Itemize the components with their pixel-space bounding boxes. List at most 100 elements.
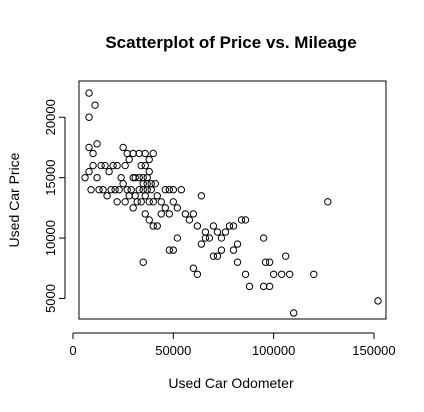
chart-title: Scatterplot of Price vs. Mileage [105,33,356,52]
data-point [142,162,148,168]
data-point [148,187,154,193]
data-point [150,199,156,205]
data-point [86,114,92,120]
data-point [174,235,180,241]
data-point [118,174,124,180]
data-point [194,223,200,229]
data-point [174,205,180,211]
data-point [222,229,228,235]
data-point [202,235,208,241]
data-point [116,187,122,193]
data-point [128,187,134,193]
data-point [230,247,236,253]
plot-box [79,81,386,319]
data-point [311,271,317,277]
data-point [90,150,96,156]
data-points [82,90,381,316]
data-point [94,174,100,180]
data-point [162,205,168,211]
data-point [375,298,381,304]
data-point [144,174,150,180]
data-point [154,193,160,199]
data-point [86,144,92,150]
data-point [100,187,106,193]
y-tick-label: 10000 [43,220,58,256]
data-point [210,223,216,229]
data-point [166,211,172,217]
data-point [144,180,150,186]
y-tick-label: 20000 [43,99,58,135]
data-point [182,211,188,217]
data-point [142,211,148,217]
data-point [234,241,240,247]
x-axis-label: Used Car Odometer [168,375,294,391]
data-point [126,193,132,199]
data-point [106,168,112,174]
data-point [266,283,272,289]
data-point [170,187,176,193]
data-point [234,259,240,265]
data-point [198,193,204,199]
data-point [202,229,208,235]
data-point [170,199,176,205]
data-point [242,217,248,223]
data-point [190,211,196,217]
data-point [88,187,94,193]
y-tick-label: 5000 [43,284,58,313]
data-point [260,283,266,289]
data-point [246,283,252,289]
data-point [150,150,156,156]
x-axis-ticks: 0 50000 100000 150000 [69,333,395,358]
data-point [178,187,184,193]
data-point [102,162,108,168]
data-point [218,235,224,241]
data-point [214,229,220,235]
data-point [142,193,148,199]
data-point [325,199,331,205]
data-point [290,310,296,316]
data-point [282,253,288,259]
y-tick-label: 15000 [43,160,58,196]
data-point [90,162,96,168]
data-point [154,223,160,229]
y-axis-label: Used Car Price [6,152,22,247]
data-point [218,247,224,253]
data-point [270,271,276,277]
data-point [194,271,200,277]
x-tick-label: 0 [69,343,76,358]
x-tick-label: 50000 [155,343,191,358]
data-point [242,271,248,277]
data-point [104,193,110,199]
data-point [140,187,146,193]
data-point [158,211,164,217]
data-point [146,156,152,162]
data-point [114,199,120,205]
data-point [140,259,146,265]
data-point [286,271,292,277]
x-tick-label: 150000 [352,343,395,358]
data-point [130,150,136,156]
data-point [86,168,92,174]
data-point [186,217,192,223]
data-point [278,271,284,277]
data-point [94,141,100,147]
data-point [230,223,236,229]
data-point [130,205,136,211]
y-axis-ticks: 5000 10000 15000 20000 [43,99,65,313]
data-point [146,217,152,223]
data-point [132,193,138,199]
data-point [82,174,88,180]
data-point [214,253,220,259]
data-point [122,162,128,168]
data-point [114,162,120,168]
data-point [122,199,128,205]
data-point [126,156,132,162]
data-point [86,90,92,96]
data-point [92,102,98,108]
data-point [136,150,142,156]
x-tick-label: 100000 [252,343,295,358]
data-point [190,265,196,271]
data-point [198,241,204,247]
data-point [120,144,126,150]
